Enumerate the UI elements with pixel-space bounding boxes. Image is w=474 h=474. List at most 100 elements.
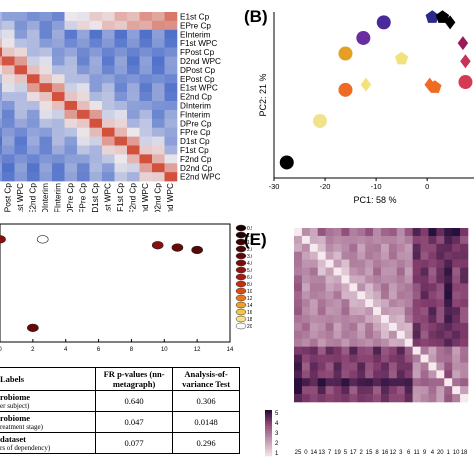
heatmap-cell <box>2 145 15 155</box>
data-point <box>376 15 391 30</box>
colorbar-segment <box>265 449 272 452</box>
heatmap-cell <box>14 12 28 22</box>
heatmap-cell <box>2 92 15 102</box>
heatmap-cell <box>373 243 382 253</box>
heatmap-cell <box>325 243 334 253</box>
heatmap-cell <box>77 136 90 146</box>
heatmap-cell <box>317 315 326 324</box>
heatmap-cell <box>452 394 461 403</box>
heatmap-cell <box>333 338 342 347</box>
heatmap-cell <box>333 315 342 324</box>
heatmap-cell <box>89 118 103 128</box>
row-label: robiome <box>0 413 31 423</box>
legend-label: 6.0 <box>247 275 252 281</box>
heatmap-cell <box>127 47 140 57</box>
heatmap-cell <box>333 394 342 403</box>
heatmap-cell <box>127 56 140 66</box>
heatmap-cell <box>301 378 311 387</box>
heatmap-cell <box>404 394 413 403</box>
heatmap-cell <box>436 251 445 260</box>
heatmap-cell <box>460 291 469 300</box>
heatmap-cell <box>301 362 311 371</box>
heatmap-cell <box>27 172 40 182</box>
x-tick-label: 10 <box>453 450 460 456</box>
heatmap-cell <box>381 378 390 387</box>
heatmap-cell <box>2 83 15 93</box>
row-label: dataset <box>0 434 26 444</box>
heatmap-cell <box>436 307 445 316</box>
heatmap-cell <box>77 118 90 128</box>
heatmap-cell <box>27 20 40 31</box>
heatmap-cell <box>381 228 390 237</box>
heatmap-cell <box>64 47 78 57</box>
heatmap-cell <box>2 38 15 48</box>
column-label: E2nd WPC <box>166 183 175 212</box>
heatmap-cell <box>396 394 406 403</box>
heatmap-cell <box>325 275 334 284</box>
heatmap-cell <box>357 362 366 371</box>
heatmap-cell <box>404 251 413 260</box>
heatmap-cell <box>27 136 40 146</box>
heatmap-cell <box>396 299 406 308</box>
heatmap-cell <box>404 362 413 371</box>
heatmap-cell <box>89 101 103 111</box>
heatmap-cell <box>301 394 311 403</box>
heatmap-cell <box>341 299 350 308</box>
heatmap-cell <box>309 386 319 395</box>
heatmap-cell <box>309 243 319 253</box>
heatmap-cell <box>139 136 153 146</box>
heatmap-cell <box>333 283 342 292</box>
heatmap-cell <box>294 299 303 308</box>
x-tick-label: 14 <box>310 450 317 456</box>
heatmap-cell <box>341 394 350 403</box>
heatmap-cell <box>102 83 115 93</box>
heatmap-cell <box>64 92 78 102</box>
heatmap-cell <box>428 315 437 324</box>
colorbar-tick-label: 4 <box>275 421 279 427</box>
heatmap-cell <box>412 378 421 387</box>
legend-label: 0.5 <box>247 226 252 232</box>
heatmap-cell <box>341 322 350 332</box>
heatmap-cell <box>373 251 382 260</box>
heatmap-cell <box>102 74 115 84</box>
heatmap-cell <box>52 56 65 66</box>
heatmap-cell <box>341 275 350 284</box>
heatmap-cell <box>0 38 3 48</box>
heatmap-cell <box>64 101 78 111</box>
heatmap-cell <box>420 307 429 316</box>
heatmap-cell <box>420 235 429 245</box>
heatmap-cell <box>341 338 350 347</box>
heatmap-cell <box>294 330 303 340</box>
heatmap-cell <box>396 228 406 237</box>
heatmap-cell <box>52 74 65 84</box>
heatmap-cell <box>152 92 165 102</box>
heatmap-cell <box>294 354 303 363</box>
heatmap-cell <box>164 118 178 128</box>
heatmap-cell <box>52 145 65 155</box>
data-point <box>36 235 49 244</box>
heatmap-cell <box>381 346 390 355</box>
legend-label: 16.0 <box>247 310 252 316</box>
heatmap-cell <box>365 235 374 245</box>
heatmap-cell <box>349 346 358 355</box>
heatmap-cell <box>127 118 140 128</box>
heatmap-cell <box>325 370 334 379</box>
heatmap-cell <box>412 354 421 363</box>
heatmap-cell <box>64 83 78 93</box>
heatmap-cell <box>436 330 445 340</box>
heatmap-cell <box>77 38 90 48</box>
heatmap-cell <box>373 291 382 300</box>
heatmap-cell <box>64 163 78 173</box>
heatmap-cell <box>428 235 437 245</box>
heatmap-cell <box>152 74 165 84</box>
heatmap-cell <box>64 154 78 164</box>
heatmap-cell <box>333 307 342 316</box>
legend-swatch <box>235 294 247 302</box>
row-sublabel: rs of dependency) <box>0 444 51 452</box>
heatmap-cell <box>114 29 128 39</box>
heatmap-cell <box>373 370 382 379</box>
heatmap-cell <box>365 386 374 395</box>
heatmap-cell <box>381 386 390 395</box>
heatmap-cell <box>365 228 374 237</box>
